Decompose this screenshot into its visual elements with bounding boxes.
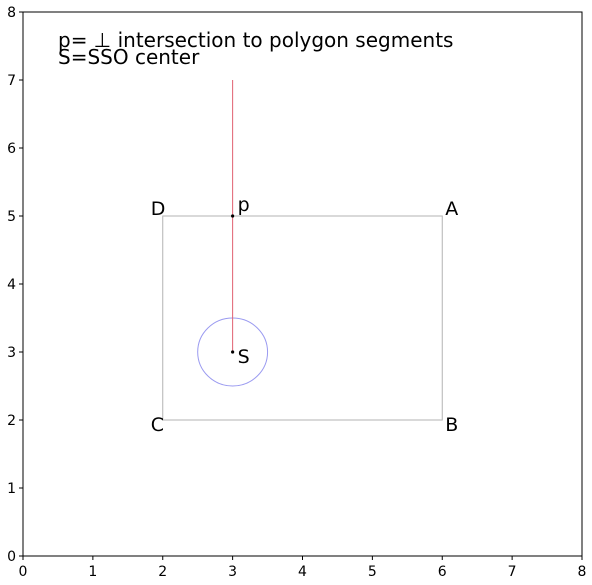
x-tick-label: 0 — [19, 564, 28, 580]
x-axis-ticks: 0 1 2 3 4 5 6 7 8 — [19, 556, 587, 580]
x-tick-label: 7 — [508, 564, 517, 580]
y-tick-label: 1 — [7, 481, 16, 497]
annotation-p-definition: p= ⊥ intersection to polygon segments — [58, 28, 453, 52]
x-tick-label: 5 — [368, 564, 377, 580]
diagram-marks: p S A B C D — [151, 80, 458, 436]
x-tick-label: 1 — [88, 564, 97, 580]
vertex-d-label: D — [151, 198, 166, 220]
point-s-label: S — [238, 346, 250, 368]
y-tick-label: 8 — [7, 5, 16, 21]
x-tick-label: 4 — [298, 564, 307, 580]
y-tick-label: 5 — [7, 209, 16, 225]
vertex-c-label: C — [151, 414, 164, 436]
point-p-label: p — [238, 194, 250, 216]
vertex-a-label: A — [445, 198, 458, 220]
vertex-b-label: B — [445, 414, 458, 436]
x-tick-label: 6 — [438, 564, 447, 580]
annotation-s-definition: S=SSO center — [58, 45, 200, 69]
y-axis-ticks: 0 1 2 3 4 5 6 7 8 — [7, 5, 23, 565]
x-tick-label: 3 — [228, 564, 237, 580]
x-tick-label: 8 — [578, 564, 587, 580]
y-tick-label: 3 — [7, 345, 16, 361]
y-tick-label: 7 — [7, 73, 16, 89]
y-tick-label: 0 — [7, 549, 16, 565]
y-tick-label: 2 — [7, 413, 16, 429]
y-tick-label: 6 — [7, 141, 16, 157]
y-tick-label: 4 — [7, 277, 16, 293]
point-s-marker — [231, 350, 235, 354]
polygon-outline — [162, 215, 443, 421]
x-tick-label: 2 — [158, 564, 167, 580]
point-p-marker — [231, 214, 235, 218]
